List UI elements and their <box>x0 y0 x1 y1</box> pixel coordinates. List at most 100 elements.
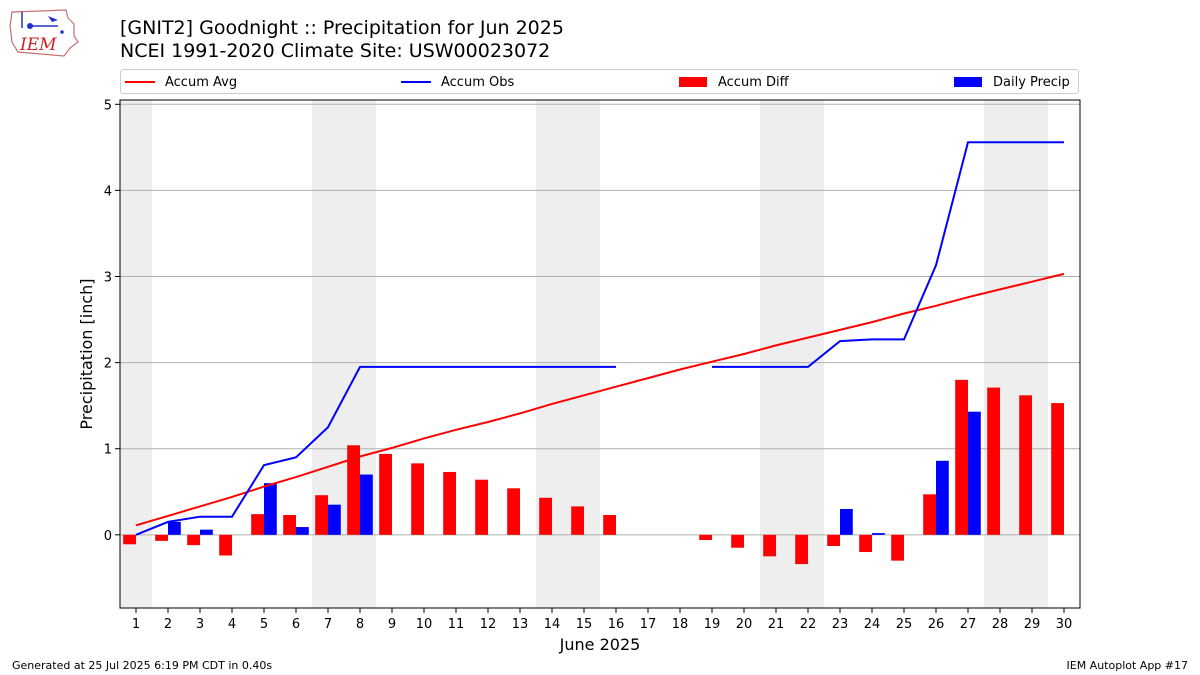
diff-bar-day-1 <box>123 534 136 545</box>
y-tick-label-3: 3 <box>104 271 112 286</box>
logo-text: IEM <box>19 35 57 55</box>
weekend-band-3 <box>760 100 824 608</box>
grid-lines <box>120 103 1080 536</box>
diff-bar-day-9 <box>379 453 392 535</box>
plot-frame <box>119 99 1081 609</box>
diff-bar-day-10 <box>411 463 424 535</box>
diff-bar-day-30 <box>1051 403 1064 535</box>
x-tick-label-24: 24 <box>864 617 881 632</box>
legend-swatch-daily-precip <box>954 77 982 87</box>
legend-swatch-accum-obs <box>401 81 431 83</box>
diff-bar-day-20 <box>731 534 744 548</box>
accum-obs-line-segment-0 <box>135 365 616 536</box>
legend-item-accum-avg: Accum Avg <box>125 74 237 90</box>
diff-bar-day-19 <box>699 534 712 540</box>
diff-bar-day-23 <box>827 534 840 547</box>
x-tick-label-25: 25 <box>896 617 913 632</box>
x-tick-label-14: 14 <box>544 617 561 632</box>
diff-bar-day-28 <box>987 387 1000 535</box>
x-tick-label-3: 3 <box>196 617 204 632</box>
daily-bar-day-8 <box>360 474 373 535</box>
diff-bar-day-29 <box>1019 395 1032 535</box>
daily-bar-day-27 <box>968 411 981 535</box>
legend-label-accum-avg: Accum Avg <box>165 74 238 90</box>
y-tick-label-2: 2 <box>104 357 112 372</box>
x-tick-label-5: 5 <box>260 617 268 632</box>
daily-bar-day-5 <box>264 483 277 535</box>
x-tick-label-26: 26 <box>928 617 945 632</box>
daily-bar-day-24 <box>872 533 885 535</box>
x-tick-label-18: 18 <box>672 617 689 632</box>
legend-label-accum-diff: Accum Diff <box>718 74 789 90</box>
iem-logo: IEM <box>9 9 79 57</box>
legend-item-accum-obs: Accum Obs <box>401 74 514 90</box>
y-tick-label-1: 1 <box>104 443 112 458</box>
x-tick-label-21: 21 <box>768 617 785 632</box>
diff-bar-day-2 <box>155 534 168 541</box>
x-tick-label-13: 13 <box>512 617 529 632</box>
diff-bar-day-26 <box>923 494 936 535</box>
diff-bar-day-14 <box>539 497 552 535</box>
diff-bar-day-3 <box>187 534 200 546</box>
x-tick-label-22: 22 <box>800 617 817 632</box>
diff-bar-day-13 <box>507 488 520 535</box>
x-tick-label-19: 19 <box>704 617 721 632</box>
weekend-band-0 <box>120 100 152 608</box>
y-tick-label-5: 5 <box>104 98 112 113</box>
y-axis-label: Precipitation [inch] <box>77 278 96 429</box>
footer-app-text: IEM Autoplot App #17 <box>1066 659 1189 672</box>
x-tick-label-12: 12 <box>480 617 497 632</box>
diff-bar-day-24 <box>859 534 872 553</box>
daily-bar-day-2 <box>168 521 181 535</box>
chart-subtitle: NCEI 1991-2020 Climate Site: USW00023072 <box>120 40 551 62</box>
x-axis-label: June 2025 <box>559 635 641 654</box>
diff-bar-day-25 <box>891 534 904 561</box>
x-tick-label-17: 17 <box>640 617 657 632</box>
x-tick-label-2: 2 <box>164 617 172 632</box>
diff-bar-day-16 <box>603 515 616 535</box>
x-tick-label-4: 4 <box>228 617 236 632</box>
diff-bar-day-21 <box>763 534 776 557</box>
x-tick-label-11: 11 <box>448 617 465 632</box>
daily-bar-day-26 <box>936 460 949 535</box>
diff-bar-day-5 <box>251 514 264 535</box>
legend-label-accum-obs: Accum Obs <box>441 74 515 90</box>
x-tick-label-20: 20 <box>736 617 753 632</box>
x-tick-label-6: 6 <box>292 617 300 632</box>
y-tick-label-4: 4 <box>104 184 112 199</box>
x-tick-label-28: 28 <box>992 617 1009 632</box>
x-tick-label-9: 9 <box>388 617 396 632</box>
x-axis-ticks: 1 2 3 4 5 6 7 8 9 10 11 12 13 14 15 16 17 18 19 20 21 22 23 24 2… <box>132 608 1072 632</box>
x-tick-label-1: 1 <box>132 617 140 632</box>
x-tick-label-29: 29 <box>1024 617 1041 632</box>
series-lines <box>135 141 1065 536</box>
diff-bar-day-22 <box>795 534 808 565</box>
legend-label-daily-precip: Daily Precip <box>993 74 1070 90</box>
chart-title: [GNIT2] Goodnight :: Precipitation for J… <box>120 17 564 39</box>
x-tick-label-8: 8 <box>356 617 364 632</box>
y-axis-ticks: 0 1 2 3 4 5 <box>104 98 120 544</box>
x-tick-label-16: 16 <box>608 617 625 632</box>
legend-item-accum-diff: Accum Diff <box>679 74 789 90</box>
legend-swatch-accum-avg <box>125 81 155 83</box>
diff-bar-day-15 <box>571 506 584 535</box>
x-tick-label-7: 7 <box>324 617 332 632</box>
diff-bar-day-6 <box>283 515 296 535</box>
legend-item-daily-precip: Daily Precip <box>954 74 1070 90</box>
y-tick-label-0: 0 <box>104 529 112 544</box>
x-tick-label-30: 30 <box>1056 617 1073 632</box>
accum-avg-line-segment-0 <box>135 272 1065 527</box>
daily-bar-day-3 <box>200 529 213 535</box>
accum-obs-line-segment-1 <box>712 141 1064 368</box>
x-tick-label-15: 15 <box>576 617 593 632</box>
x-tick-label-23: 23 <box>832 617 849 632</box>
daily-bar-day-7 <box>328 504 341 535</box>
diff-bar-day-7 <box>315 495 328 535</box>
footer-generated-text: Generated at 25 Jul 2025 6:19 PM CDT in … <box>12 659 273 672</box>
diff-bar-day-12 <box>475 479 488 535</box>
diff-bar-day-8 <box>347 445 360 535</box>
legend: Accum Avg Accum Obs Accum Diff Daily Pre… <box>120 69 1079 94</box>
x-tick-label-27: 27 <box>960 617 977 632</box>
diff-bar-day-4 <box>219 534 232 556</box>
